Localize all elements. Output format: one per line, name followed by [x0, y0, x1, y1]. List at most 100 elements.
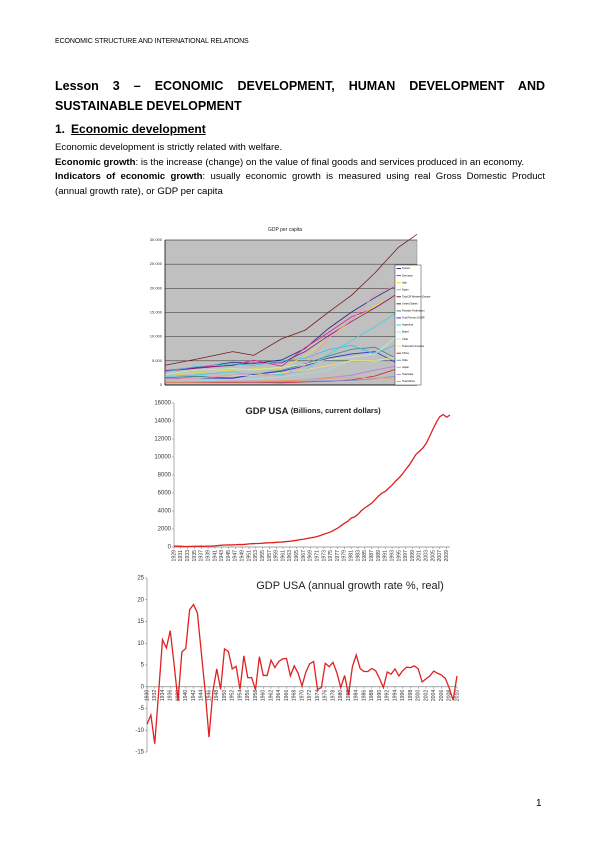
y-tick-label: 2000	[158, 527, 172, 533]
x-tick-label: 1939	[205, 550, 211, 562]
section-title: Economic development	[71, 122, 206, 136]
x-tick-label: 1969	[308, 550, 314, 562]
section-heading: 1. Economic development	[55, 122, 206, 136]
legend-label: United States	[402, 302, 418, 306]
x-tick-label: 1946	[206, 690, 212, 702]
x-tick-label: 1973	[321, 550, 327, 562]
x-tick-label: 2000	[416, 690, 422, 702]
x-tick-label: 1998	[408, 690, 414, 702]
legend-label: Brazil	[402, 330, 409, 334]
x-tick-label: 1972	[307, 690, 313, 702]
x-tick-label: 1988	[369, 690, 375, 702]
paragraph-text: : usually economic growth is measured us…	[55, 171, 545, 197]
x-tick-label: 1987	[369, 550, 375, 562]
y-tick-label: 25	[137, 576, 144, 582]
x-tick-label: 1951	[246, 550, 252, 562]
paragraphs: Economic development is strictly related…	[55, 141, 545, 199]
x-tick-label: 1960	[261, 690, 267, 702]
x-tick-label: 1936	[168, 690, 174, 702]
chart-subtitle: (Billions, current dollars)	[291, 406, 381, 415]
x-tick-label: 1975	[328, 550, 334, 562]
data-line	[164, 353, 418, 383]
x-tick-label: 1952	[230, 690, 236, 702]
paragraph: Economic growth: is the increase (change…	[55, 156, 545, 171]
x-tick-label: 1961	[280, 550, 286, 562]
x-tick-label: 1935	[192, 550, 198, 562]
x-tick-label: 1985	[362, 550, 368, 562]
data-line	[146, 603, 458, 744]
data-line	[164, 352, 418, 384]
y-tick-label: 30.000	[150, 237, 163, 242]
x-tick-label: 2005	[430, 550, 436, 562]
x-tick-label: 1937	[199, 550, 205, 562]
chart-title: GDP USA (annual growth rate %, real)	[256, 580, 444, 592]
x-tick-label: 1948	[214, 690, 220, 702]
legend-label: Chile	[402, 337, 408, 341]
x-tick-label: 1964	[276, 690, 282, 702]
chart-gdp-usa: 0 2000 4000 6000 8000 10000 12000 14000 16000 192…	[154, 401, 451, 562]
data-line	[164, 233, 418, 366]
x-tick-label: 1989	[376, 550, 382, 562]
x-tick-label: 1971	[314, 550, 320, 562]
y-tick-label: 5.000	[152, 358, 163, 363]
y-tick-label: 25.000	[150, 261, 163, 266]
x-tick-label: 1976	[323, 690, 329, 702]
x-tick-label: 1983	[355, 550, 361, 562]
x-tick-label: 1958	[253, 690, 259, 702]
legend-label: Spain	[402, 287, 409, 291]
x-tick-label: 1940	[183, 690, 189, 702]
lesson-title: Lesson 3 – ECONOMIC DEVELOPMENT, HUMAN D…	[55, 79, 545, 113]
y-tick-label: 0	[141, 684, 145, 690]
data-line	[164, 288, 418, 377]
x-tick-label: 1993	[389, 550, 395, 562]
x-tick-label: 2008	[447, 690, 453, 702]
x-tick-label: 1967	[301, 550, 307, 562]
x-tick-label: 1966	[284, 690, 290, 702]
legend-label: Argentina	[402, 323, 414, 327]
x-tick-label: 1950	[222, 690, 228, 702]
x-tick-label: 1941	[212, 550, 218, 562]
legend-label: Total Africa	[402, 379, 415, 383]
x-tick-label: 1963	[287, 550, 293, 562]
chart-gdp-per-capita: 0 5.000 10.000 15.000 20.000 25.000 30.000 GDP …	[150, 227, 431, 387]
x-tick-label: 1977	[335, 550, 341, 562]
y-tick-label: -15	[135, 750, 144, 756]
x-tick-label: 1990	[377, 690, 383, 702]
y-tick-label: 10000	[154, 455, 171, 461]
y-tick-label: 12000	[154, 437, 171, 443]
paragraph-label: Economic growth	[55, 156, 136, 168]
y-tick-label: 4000	[158, 509, 172, 515]
x-tick-label: 1962	[268, 690, 274, 702]
paragraph-text: Economic development is strictly related…	[55, 142, 283, 153]
x-tick-label: 1957	[267, 550, 273, 562]
x-tick-label: 1979	[342, 550, 348, 562]
x-tick-label: 1945	[226, 550, 232, 562]
x-tick-label: 1994	[392, 690, 398, 702]
y-tick-label: 20	[137, 597, 144, 603]
x-tick-label: 1970	[299, 690, 305, 702]
x-tick-label: 1954	[237, 690, 243, 702]
x-tick-label: 1991	[383, 550, 389, 562]
legend-label: Germany	[402, 273, 413, 277]
x-tick-label: 1968	[292, 690, 298, 702]
x-tick-label: 1997	[403, 550, 409, 562]
data-line	[164, 376, 418, 383]
chart-title-text: GDP USA (annual growth rate %, real)	[256, 580, 444, 592]
x-tick-label: 1942	[191, 690, 197, 702]
x-tick-label: 1956	[245, 690, 251, 702]
y-tick-label: 0	[160, 382, 163, 387]
y-tick-label: -5	[139, 706, 145, 712]
y-tick-label: 15	[137, 619, 144, 625]
section-number: 1.	[55, 122, 66, 136]
data-line	[164, 320, 418, 375]
x-tick-label: 1984	[354, 690, 360, 702]
x-tick-label: 1949	[240, 550, 246, 562]
y-tick-label: 15.000	[150, 310, 163, 315]
y-tick-label: 20.000	[150, 285, 163, 290]
x-tick-label: 1995	[396, 550, 402, 562]
paragraph-text: : is the increase (change) on the value …	[135, 156, 525, 168]
x-tick-label: 1999	[410, 550, 416, 562]
x-tick-label: 2004	[431, 690, 437, 702]
